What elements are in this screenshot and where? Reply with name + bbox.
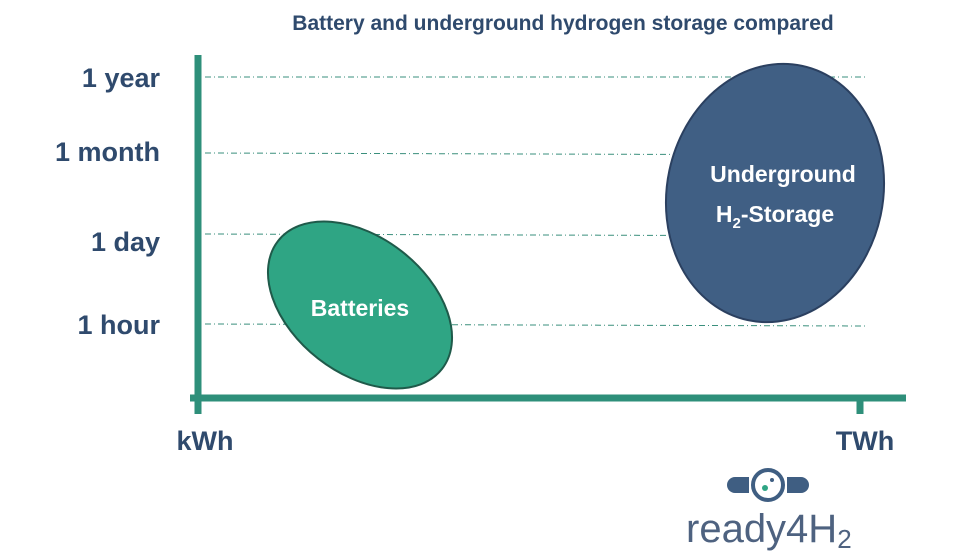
y-label: 1 day	[91, 227, 160, 257]
hydrogen-region	[664, 62, 886, 324]
x-label: kWh	[177, 426, 234, 456]
title: Battery and underground hydrogen storage…	[292, 12, 833, 35]
region-label: Batteries	[311, 295, 409, 321]
logo-icon	[727, 468, 809, 502]
region-label: Underground	[710, 161, 856, 187]
y-label: 1 year	[82, 63, 161, 93]
y-label: 1 month	[55, 137, 160, 167]
x-label: TWh	[836, 426, 894, 456]
grid-line	[204, 323, 866, 327]
region-label: H2-Storage	[716, 201, 834, 232]
logo-text: ready4H2	[686, 507, 852, 551]
y-label: 1 hour	[77, 310, 160, 340]
batteries-region	[266, 220, 454, 390]
